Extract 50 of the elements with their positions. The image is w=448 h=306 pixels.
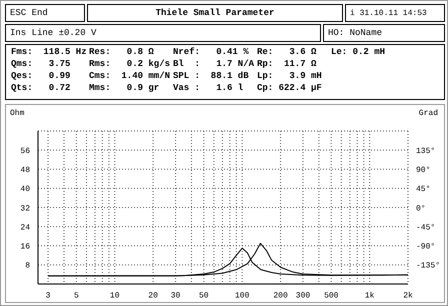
y2-tick-label: -45° [416,223,436,232]
text: Mms: 0.9 gr [89,83,160,93]
x-tick-label: 100 [234,292,250,301]
y-tick-label: 8 [25,262,30,271]
y-axis-title: Ohm [10,109,24,118]
text: Vas : 1.6 l [173,83,244,93]
text: i 31.10.11 14:53 [345,4,445,22]
y-tick-label: 16 [20,242,30,252]
y2-tick-label: -135° [416,262,440,271]
y2-tick-label: 45° [416,185,430,194]
text: Lp: 3.9 mH [257,71,322,81]
text: Nref: 0.41 % [173,47,249,57]
text: Bl : 1.7 N/A [173,59,254,69]
y-tick-label: 32 [20,204,30,214]
x-tick-label: 5 [74,292,79,301]
text: Fms: 118.5 Hz [11,47,87,57]
text: ESC End [5,4,85,22]
text: Rms: 0.2 kg/s [89,59,170,69]
chart-title: Thiele Small Parameter [87,4,343,22]
text: Qes: 0.99 [11,71,70,81]
y-tick-label: 40 [20,185,30,194]
text: Qts: 0.72 [11,83,70,93]
x-tick-label: 3 [46,292,51,301]
text: Res: 0.8 Ω [89,47,154,57]
text: Re: 3.6 Ω [257,47,316,57]
text: HO: NoName [323,24,445,42]
y2-tick-label: -90° [416,242,436,252]
y-tick-label: 48 [20,166,30,176]
y-tick-label: 24 [20,223,30,232]
y2-tick-label: 135° [416,146,436,156]
x-tick-label: 1k [364,292,375,301]
text: Le: 0.2 mH [331,47,386,57]
y2-axis-title: Grad [418,109,438,118]
x-tick-label: 50 [199,292,209,301]
x-tick-label: 2k [403,292,413,301]
x-tick-label: 10 [110,292,120,301]
text: Ins Line ±0.20 V [5,24,321,42]
text: Cms: 1.40 mm/N [89,71,170,81]
text: Qms: 3.75 [11,59,70,69]
text: SPL : 88.1 dB [173,71,249,81]
text: Cp: 622.4 µF [257,83,322,93]
x-tick-label: 500 [324,292,339,301]
y2-tick-label: 0° [416,204,426,214]
text: Rp: 11.7 Ω [257,59,316,69]
y2-tick-label: 90° [416,166,430,176]
x-tick-label: 200 [273,292,288,301]
x-tick-label: 20 [148,292,158,301]
x-tick-label: 300 [296,292,310,301]
y-tick-label: 56 [20,146,30,156]
x-tick-label: 30 [170,292,181,301]
